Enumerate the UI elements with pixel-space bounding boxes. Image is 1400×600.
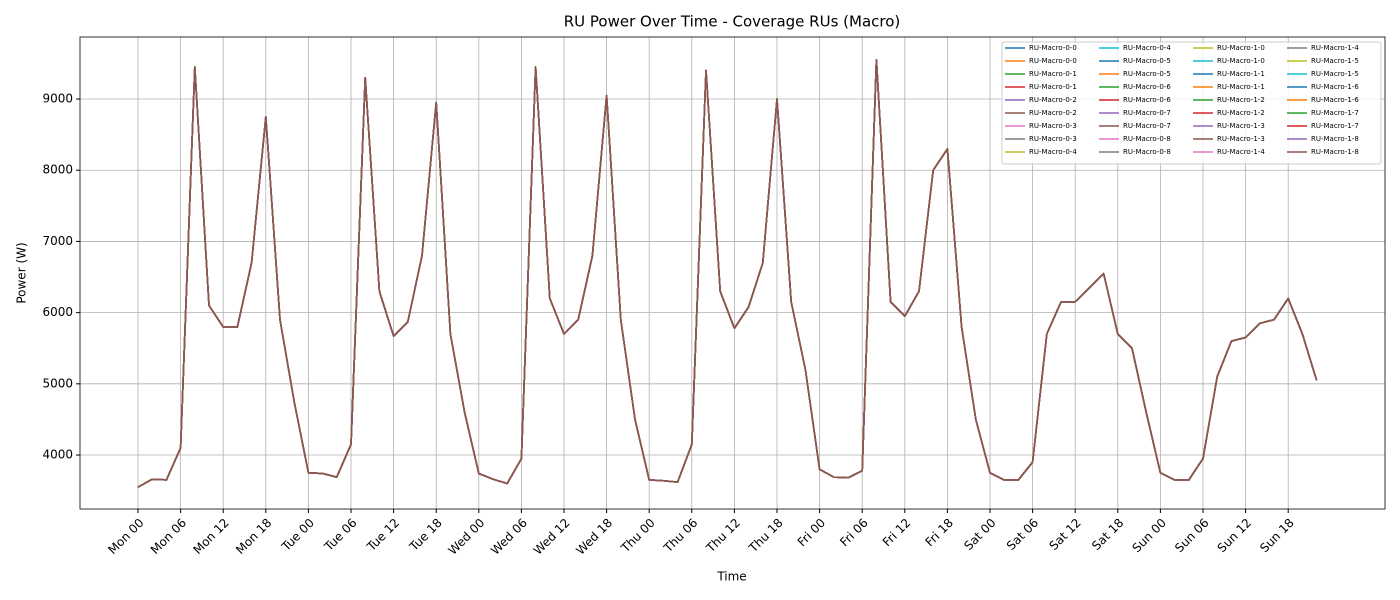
legend-label: RU-Macro-1-8 <box>1311 135 1359 143</box>
legend-label: RU-Macro-1-2 <box>1217 109 1265 117</box>
legend-label: RU-Macro-0-4 <box>1123 44 1171 52</box>
chart-title: RU Power Over Time - Coverage RUs (Macro… <box>564 13 901 31</box>
legend-label: RU-Macro-0-3 <box>1029 135 1077 143</box>
legend-label: RU-Macro-0-6 <box>1123 83 1171 91</box>
legend-label: RU-Macro-1-6 <box>1311 96 1359 104</box>
legend-label: RU-Macro-1-6 <box>1311 83 1359 91</box>
legend-label: RU-Macro-1-5 <box>1311 57 1359 65</box>
legend-label: RU-Macro-0-1 <box>1029 83 1077 91</box>
legend-label: RU-Macro-1-1 <box>1217 83 1265 91</box>
series-line <box>137 59 1318 488</box>
legend-label: RU-Macro-0-5 <box>1123 70 1171 78</box>
legend-label: RU-Macro-1-3 <box>1217 122 1265 130</box>
legend-label: RU-Macro-1-8 <box>1311 148 1359 156</box>
y-axis-label: Power (W) <box>15 242 29 303</box>
legend-label: RU-Macro-0-8 <box>1123 148 1171 156</box>
legend-label: RU-Macro-0-2 <box>1029 96 1077 104</box>
legend-label: RU-Macro-0-0 <box>1029 57 1077 65</box>
y-tick-label: 5000 <box>42 376 73 390</box>
y-tick-label: 8000 <box>42 163 73 177</box>
legend-label: RU-Macro-0-2 <box>1029 109 1077 117</box>
legend-label: RU-Macro-1-4 <box>1311 44 1359 52</box>
plot-frame <box>79 36 1386 510</box>
legend-label: RU-Macro-0-4 <box>1029 148 1077 156</box>
legend-label: RU-Macro-1-4 <box>1217 148 1265 156</box>
y-tick-label: 6000 <box>42 305 73 319</box>
legend-label: RU-Macro-0-5 <box>1123 57 1171 65</box>
legend-label: RU-Macro-0-8 <box>1123 135 1171 143</box>
legend-label: RU-Macro-1-1 <box>1217 70 1265 78</box>
legend-label: RU-Macro-0-1 <box>1029 70 1077 78</box>
legend-label: RU-Macro-1-2 <box>1217 96 1265 104</box>
legend-label: RU-Macro-1-3 <box>1217 135 1265 143</box>
x-axis-label: Time <box>716 570 746 584</box>
y-tick-label: 9000 <box>42 92 73 106</box>
legend-box <box>1001 41 1382 165</box>
legend-label: RU-Macro-0-3 <box>1029 122 1077 130</box>
legend-label: RU-Macro-0-7 <box>1123 109 1171 117</box>
legend-label: RU-Macro-1-7 <box>1311 122 1359 130</box>
legend-label: RU-Macro-1-5 <box>1311 70 1359 78</box>
legend-label: RU-Macro-0-6 <box>1123 96 1171 104</box>
y-tick-label: 7000 <box>42 234 73 248</box>
legend-label: RU-Macro-0-7 <box>1123 122 1171 130</box>
y-tick-label: 4000 <box>42 448 73 462</box>
legend-label: RU-Macro-1-7 <box>1311 109 1359 117</box>
legend-label: RU-Macro-1-0 <box>1217 57 1265 65</box>
legend-label: RU-Macro-1-0 <box>1217 44 1265 52</box>
legend-label: RU-Macro-0-0 <box>1029 44 1077 52</box>
